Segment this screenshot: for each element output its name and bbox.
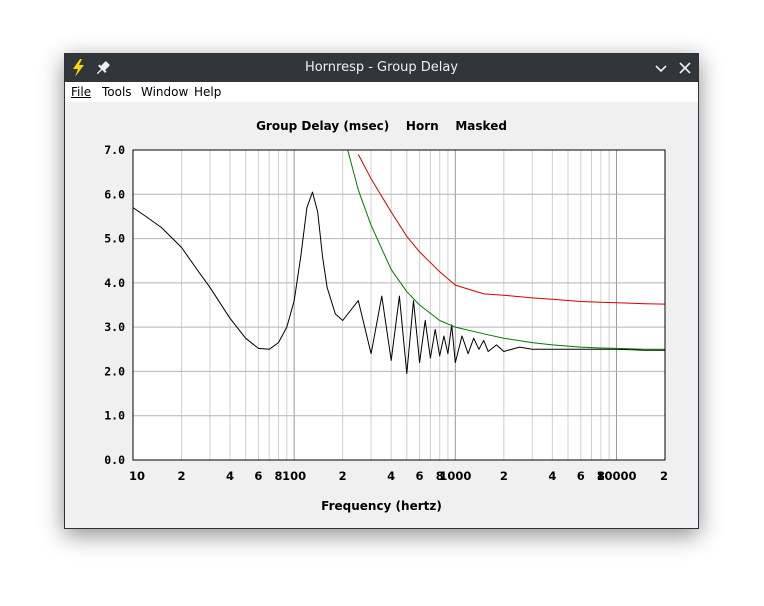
x-tick-label: 1000 (439, 469, 471, 483)
group-delay-line-red (357, 154, 665, 305)
x-tick-label: 6 (254, 469, 262, 483)
plot-frame (132, 149, 666, 461)
group-delay-line-green (347, 150, 665, 350)
y-tick-label: 1.0 (104, 409, 125, 423)
y-tick-label: 0.0 (104, 453, 125, 467)
group-delay-line-black (133, 191, 665, 375)
hornresp-window: Hornresp - Group Delay File Tools Window… (64, 53, 699, 529)
title-bar[interactable]: Hornresp - Group Delay (65, 54, 698, 82)
window-title: Hornresp - Group Delay (304, 60, 459, 75)
menu-tools-label: Tools (102, 85, 132, 99)
x-tick-label: 8 (436, 469, 444, 483)
menu-help-label: Help (194, 85, 222, 99)
y-tick-label: 3.0 (104, 320, 125, 334)
menu-bar: File Tools Window Help (65, 82, 698, 102)
chevron-down-icon[interactable] (651, 58, 671, 78)
x-tick-label: 2 (339, 469, 347, 483)
x-axis-label: Frequency (hertz) (321, 499, 442, 513)
pin-icon[interactable] (93, 58, 113, 78)
x-tick-label: 10000 (596, 469, 636, 483)
x-tick-label: 6 (416, 469, 424, 483)
y-tick-label: 7.0 (104, 143, 125, 157)
lightning-bolt-icon (73, 59, 84, 77)
plot-area (133, 150, 665, 460)
x-tick-label: 8 (597, 469, 605, 483)
menu-file[interactable]: File (71, 85, 91, 99)
x-tick-label: 100 (282, 469, 306, 483)
chart-title: Group Delay (msec) Horn Masked (256, 119, 507, 133)
menu-window-label: Window (141, 85, 189, 99)
x-tick-label: 4 (387, 469, 395, 483)
y-tick-label: 4.0 (104, 276, 125, 290)
x-tick-label: 2 (178, 469, 186, 483)
x-tick-label: 8 (275, 469, 283, 483)
x-tick-label: 4 (226, 469, 234, 483)
menu-window[interactable]: Window (141, 85, 188, 99)
x-tick-label: 6 (577, 469, 585, 483)
x-tick-label: 2 (500, 469, 508, 483)
x-tick-label: 4 (548, 469, 556, 483)
menu-file-label: File (71, 85, 92, 99)
x-tick-label: 10 (129, 469, 145, 483)
close-icon[interactable] (675, 58, 695, 78)
y-tick-label: 6.0 (104, 187, 125, 201)
menu-help[interactable]: Help (194, 85, 221, 99)
y-tick-label: 5.0 (104, 232, 125, 246)
menu-tools[interactable]: Tools (102, 85, 132, 99)
x-tick-label: 2 (660, 469, 668, 483)
group-delay-chart: 0.01.02.03.04.05.06.07.010 2 4 6 8 100 2 4 6 8100… (104, 143, 668, 483)
y-tick-label: 2.0 (104, 364, 125, 378)
